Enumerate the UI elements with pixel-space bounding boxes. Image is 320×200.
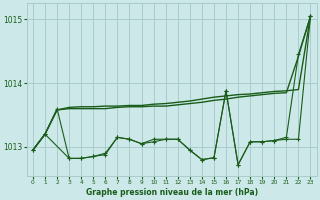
X-axis label: Graphe pression niveau de la mer (hPa): Graphe pression niveau de la mer (hPa) xyxy=(86,188,258,197)
